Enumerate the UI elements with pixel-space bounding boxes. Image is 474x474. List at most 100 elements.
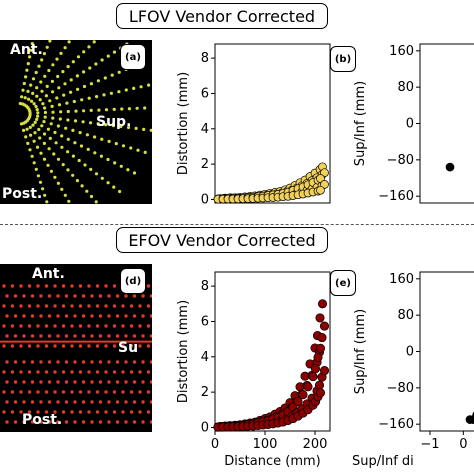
y-tick-label: 160 [389, 272, 414, 287]
grid-dot [44, 370, 49, 374]
chart-c-supinf: 160 80 0 −80 −160 Sup/Inf (mm) [353, 43, 474, 204]
grid-dot [29, 83, 33, 87]
grid-dot [29, 48, 33, 52]
grid-dot [47, 400, 52, 404]
grid-dot [63, 46, 67, 50]
y-axis-label: Distortion (mm) [176, 300, 191, 403]
grid-dot [141, 420, 145, 424]
grid-dot [113, 161, 117, 165]
grid-dot [60, 134, 64, 138]
grid-dot [136, 148, 140, 152]
grid-dot [114, 142, 118, 146]
grid-dot [94, 62, 98, 66]
grid-dot [67, 199, 71, 203]
grid-dot [34, 104, 38, 109]
y-tick-label: −160 [378, 189, 414, 204]
grid-dot [78, 344, 83, 348]
grid-dot [43, 193, 47, 197]
grid-dot [112, 324, 117, 328]
grid-dot [2, 370, 6, 374]
grid-dot [22, 314, 26, 318]
grid-dot [129, 370, 134, 374]
grid-dot [56, 314, 60, 318]
grid-dot [53, 370, 57, 374]
grid-dot [104, 123, 108, 127]
grid-dot [59, 110, 63, 114]
grid-dot [53, 324, 57, 328]
grid-dot [40, 58, 44, 62]
y-tick-label: 4 [201, 350, 209, 365]
grid-dot [56, 294, 60, 298]
grid-dot [5, 334, 9, 338]
grid-dot [44, 410, 49, 414]
grid-dot [36, 304, 40, 308]
grid-dot [34, 70, 38, 75]
grid-dot [56, 157, 61, 161]
grid-dot [64, 334, 69, 338]
grid-dot [104, 108, 109, 112]
y-tick-label: 2 [201, 385, 209, 400]
grid-dot [55, 96, 59, 100]
grid-dot [19, 304, 23, 308]
grid-dot [129, 324, 134, 328]
grid-dot [107, 380, 111, 384]
y-axis-label: Sup/Inf (mm) [353, 81, 368, 166]
grid-dot [66, 168, 70, 172]
grid-dot [37, 64, 41, 68]
grid-dot [47, 68, 51, 73]
grid-dot [19, 344, 23, 348]
grid-dot [32, 102, 36, 106]
grid-dot [112, 390, 117, 394]
grid-dot [146, 324, 151, 328]
grid-dot [66, 109, 70, 114]
grid-dot [107, 314, 111, 318]
data-point [315, 343, 326, 353]
grid-dot [30, 154, 34, 158]
y-tick-label: 80 [397, 80, 414, 95]
grid-dot [94, 200, 98, 204]
grid-dot [39, 360, 43, 364]
grid-dot [95, 324, 100, 328]
grid-dot [146, 390, 151, 394]
grid-dot [19, 122, 24, 126]
grid-dot [87, 370, 91, 374]
chart-b-distortion: 0 2 4 6 8 Distortion (mm) [176, 43, 331, 207]
grid-dot [57, 103, 62, 107]
y-tick-label: −160 [378, 417, 414, 432]
grid-dot [64, 400, 69, 404]
grid-dot [146, 344, 151, 348]
grid-dot [47, 147, 51, 151]
data-point [315, 313, 325, 323]
grid-dot [39, 334, 43, 338]
grid-dot [141, 334, 145, 338]
grid-dot [19, 370, 23, 374]
grid-dot [70, 390, 74, 394]
grid-dot [10, 304, 15, 308]
grid-dot [61, 324, 66, 328]
data-point [310, 364, 321, 374]
grid-dot [43, 106, 47, 110]
grid-dot [20, 95, 24, 99]
grid-dot [51, 110, 55, 114]
grid-dot [112, 107, 116, 111]
grid-dot [61, 70, 65, 74]
grid-dot [92, 40, 96, 44]
grid-dot [57, 86, 61, 90]
grid-dot [98, 380, 103, 384]
y-tick-label: 80 [397, 308, 414, 323]
grid-dot [78, 304, 83, 308]
grid-dot [13, 360, 18, 364]
grid-dot [87, 390, 91, 394]
grid-dot [2, 410, 6, 414]
chart-e-distortion: 0 2 4 6 8 0 100 200 Distortion (mm) Distance (mm) [176, 271, 331, 469]
grid-dot [42, 132, 47, 136]
grid-dot [95, 410, 100, 414]
grid-dot [132, 314, 137, 318]
grid-dot [75, 179, 79, 183]
grid-dot [139, 85, 143, 89]
grid-dot [42, 52, 47, 56]
grid-dot [107, 334, 111, 338]
x-tick-label: 100 [253, 437, 278, 452]
grid-dot [5, 314, 9, 318]
y-tick-label: 6 [201, 314, 209, 329]
